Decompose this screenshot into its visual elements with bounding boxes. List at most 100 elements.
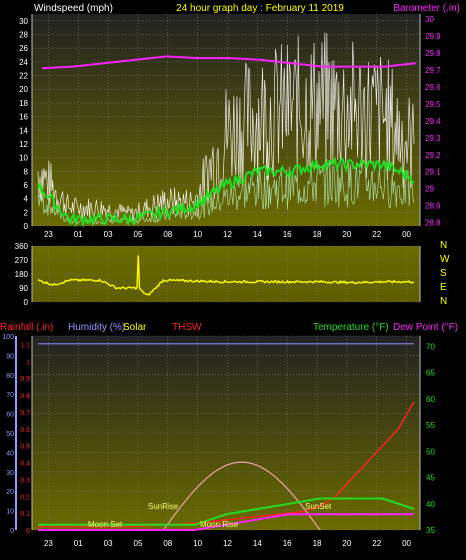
panel1-y2tick: 29.8 [425,49,441,58]
humidity-ytick: 50 [6,431,14,438]
panel1-xtick: 08 [163,230,172,239]
panel1-ytick: 18 [19,99,28,108]
temperature-ytick: 70 [426,342,435,351]
panel1-ytick: 10 [19,154,28,163]
panel3-background [32,336,420,530]
panel1-xtick: 16 [283,230,292,239]
compass-label: S [440,268,447,279]
panel1-ytick: 26 [19,44,28,53]
panel1-y2tick: 29.2 [425,151,441,160]
panel1-ytick: 8 [24,167,29,176]
panel3-legend-label: Solar [123,322,147,333]
panel1-xtick: 20 [342,230,351,239]
compass-label: E [440,282,447,293]
panel1-ytick: 28 [19,31,28,40]
compass-label: W [440,254,450,265]
panel1-xtick: 10 [193,230,202,239]
panel3-annotation: Moon Set [88,520,123,529]
panel3-xtick: 10 [193,539,202,548]
humidity-ytick: 100 [2,334,14,341]
panel1-xtick: 05 [134,230,143,239]
panel1-left-label: Windspeed (mph) [34,3,113,14]
panel1-xtick: 00 [402,230,411,239]
panel3-xtick: 20 [342,539,351,548]
windspeed-average-line [37,155,415,228]
panel3-annotation: Moon Rise [200,520,239,529]
panel1-y2tick: 28.9 [425,202,441,211]
panel2-ytick: 0 [24,298,29,307]
windspeed-low-line [37,159,415,225]
wind-direction-line [37,255,415,296]
panel3-legend-label: Dew Point (°F) [393,322,458,333]
rainfall-ytick: 0.7 [20,410,30,417]
panel2-ytick: 90 [19,284,28,293]
temperature-ytick: 35 [426,526,435,535]
humidity-ytick: 90 [6,353,14,360]
panel1-ytick: 2 [24,208,29,217]
panel1-ytick: 16 [19,113,28,122]
panel1-title: 24 hour graph day : February 11 2019 [176,3,344,14]
panel3-annotation: SunSet [305,502,332,511]
humidity-ytick: 30 [6,470,14,477]
humidity-ytick: 80 [6,373,14,380]
temperature-ytick: 55 [426,421,435,430]
panel1-right-label: Barometer (.in) [393,3,460,14]
panel3-xtick: 00 [402,539,411,548]
panel1-y2tick: 29.1 [425,168,441,177]
rainfall-ytick: 0 [26,528,30,535]
temperature-ytick: 40 [426,500,435,509]
humidity-ytick: 40 [6,450,14,457]
panel1-ytick: 0 [24,222,29,231]
panel3-legend-label: Temperature (°F) [313,322,389,333]
solar-line [162,461,321,531]
temperature-ytick: 65 [426,369,435,378]
panel1-y2tick: 29.6 [425,83,441,92]
rainfall-ytick: 0.2 [20,494,30,501]
rainfall-line [38,401,415,528]
rainfall-ytick: 1.1 [20,342,30,349]
panel1-ytick: 14 [19,126,28,135]
panel1-xtick: 03 [104,230,113,239]
panel3-xtick: 01 [74,539,83,548]
panel1-ytick: 22 [19,72,28,81]
humidity-ytick: 10 [6,509,14,516]
humidity-ytick: 20 [6,489,14,496]
panel3-legend-label: Rainfall (.in) [0,322,53,333]
compass-label: N [440,296,447,307]
panel3-xtick: 05 [134,539,143,548]
panel1-y2tick: 30 [425,15,434,24]
panel3-legend-label: THSW [172,322,202,333]
panel2-background [32,246,420,302]
humidity-ytick: 60 [6,412,14,419]
panel3-xtick: 14 [253,539,262,548]
rainfall-ytick: 0.3 [20,477,30,484]
panel1-ytick: 30 [19,17,28,26]
temperature-ytick: 60 [426,395,435,404]
panel1-ytick: 20 [19,85,28,94]
panel1-ytick: 6 [24,181,29,190]
panel3-xtick: 23 [44,539,53,548]
panel3-xtick: 18 [313,539,322,548]
panel1-y2tick: 28.8 [425,219,441,228]
panel1-y2tick: 29.7 [425,66,441,75]
panel1-background [32,14,420,226]
panel1-y2tick: 29.9 [425,32,441,41]
temperature-ytick: 50 [426,447,435,456]
panel1-ytick: 24 [19,58,28,67]
panel3-xtick: 08 [163,539,172,548]
panel1-y2tick: 29.5 [425,100,441,109]
temperature-line [38,497,415,526]
panel1-xtick: 18 [313,230,322,239]
temperature-ytick: 45 [426,474,435,483]
panel2-ytick: 360 [15,242,29,251]
panel1-ytick: 12 [19,140,28,149]
compass-label: N [440,240,447,251]
humidity-ytick: 0 [10,528,14,535]
panel1-xtick: 14 [253,230,262,239]
panel3-xtick: 16 [283,539,292,548]
panel1-xtick: 23 [44,230,53,239]
panel3-xtick: 22 [372,539,381,548]
rainfall-ytick: 1 [26,359,30,366]
rainfall-ytick: 0.5 [20,444,30,451]
